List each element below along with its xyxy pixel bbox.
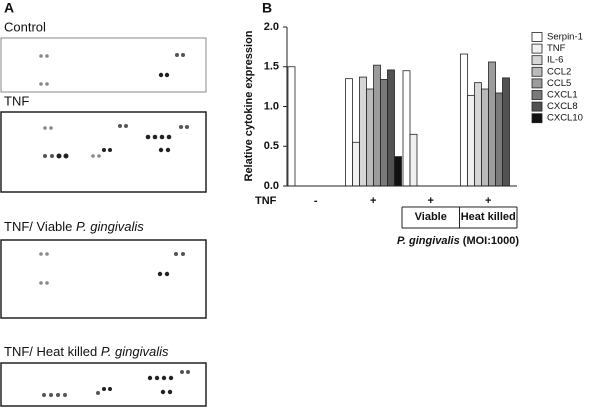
group-label: Heat killed — [461, 211, 516, 223]
blot — [0, 239, 207, 319]
y-axis-label: Relative cytokine expression — [243, 30, 255, 181]
y-tick-label: 2.0 — [264, 21, 279, 33]
legend-swatch — [531, 32, 543, 42]
panel-label: B — [262, 0, 272, 16]
bar — [373, 64, 381, 187]
blot-title: TNF/ Viable P. gingivalis — [4, 219, 144, 234]
blot — [0, 111, 207, 193]
bar — [409, 133, 418, 187]
plot: 0.0 0.5 1.0 1.5 2.0 - + + + Viable Heat killed Serp… — [264, 21, 583, 229]
bar — [287, 66, 296, 187]
bar — [345, 78, 353, 187]
bar — [387, 69, 395, 187]
bar — [474, 82, 482, 187]
y-tick-label: 0.5 — [264, 140, 279, 152]
legend-label: CXCL8 — [547, 101, 578, 112]
bar — [481, 88, 489, 187]
bar — [495, 92, 503, 187]
x-tick-label: + — [428, 195, 434, 207]
legend-swatch — [531, 66, 543, 77]
blot-title: TNF — [4, 93, 29, 108]
blot-title: Control — [4, 19, 46, 34]
row-label: TNF — [255, 195, 277, 207]
blot-spots — [39, 53, 185, 86]
bar — [460, 53, 468, 187]
bar — [467, 94, 475, 187]
legend-swatch — [531, 78, 543, 89]
x-tick-label: + — [485, 195, 491, 207]
legend-label: TNF — [547, 43, 566, 54]
bar — [394, 156, 402, 187]
blot-title: TNF/ Heat killed P. gingivalis — [4, 344, 169, 359]
legend-label: CXCL10 — [547, 113, 583, 124]
legend-swatch — [531, 90, 543, 100]
legend-label: CXCL1 — [547, 90, 578, 101]
bar — [366, 88, 374, 187]
blot — [0, 37, 207, 93]
panel-label: A — [4, 0, 14, 16]
group-label: Viable — [415, 211, 447, 223]
y-tick-label: 1.0 — [264, 100, 279, 112]
legend-label: Serpin-1 — [547, 32, 583, 43]
blot-spots — [42, 370, 190, 397]
legend-label: CCL2 — [547, 66, 571, 77]
y-tick-label: 0.0 — [264, 180, 279, 192]
x-tick-label: - — [314, 195, 318, 207]
legend-label: IL-6 — [547, 55, 563, 66]
bar — [359, 76, 367, 187]
legend-swatch — [531, 101, 543, 112]
legend-swatch — [531, 55, 543, 66]
blot-spots — [43, 124, 189, 159]
x-tick-label: + — [370, 195, 376, 207]
legend-label: CCL5 — [547, 78, 571, 89]
blot-spots — [39, 252, 185, 285]
bar — [380, 79, 388, 187]
blot — [0, 362, 207, 407]
bar — [502, 77, 510, 187]
bar — [488, 61, 496, 187]
y-tick-label: 1.5 — [264, 61, 279, 73]
legend-swatch — [531, 113, 543, 124]
x-axis-label: P. gingivalis (MOI:1000) — [397, 235, 519, 247]
legend-swatch — [531, 43, 543, 54]
bar — [352, 141, 360, 187]
bar — [402, 70, 411, 187]
